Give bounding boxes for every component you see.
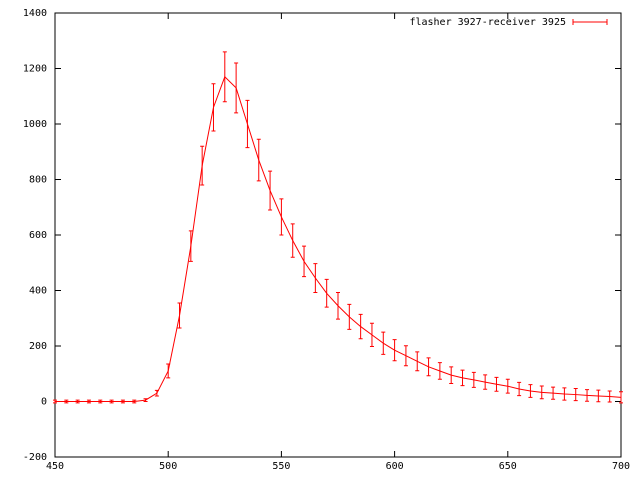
error-bar <box>336 291 340 320</box>
error-bar <box>619 391 623 404</box>
error-bar <box>607 390 612 403</box>
error-bar <box>200 145 205 186</box>
x-tick-label: 550 <box>272 461 290 472</box>
plot-frame <box>54 12 622 458</box>
error-bar <box>347 303 352 330</box>
error-bar <box>120 399 125 404</box>
error-bar <box>551 386 556 400</box>
error-bar <box>381 331 386 355</box>
error-bar <box>53 399 57 404</box>
error-bar <box>437 362 442 380</box>
y-tick-label: 800 <box>29 175 47 186</box>
error-bar <box>98 399 103 404</box>
error-bar <box>109 399 114 404</box>
error-bar <box>460 369 465 387</box>
x-tick-label: 700 <box>612 461 630 472</box>
error-bar <box>505 378 510 394</box>
error-bar <box>256 138 261 182</box>
error-bar <box>449 366 454 384</box>
x-tick-label: 500 <box>159 461 177 472</box>
error-bar <box>188 230 193 262</box>
error-bar <box>245 99 250 149</box>
error-bar <box>573 387 578 402</box>
y-tick-label: 1400 <box>23 8 47 19</box>
error-bar <box>302 245 307 278</box>
series-line <box>55 75 622 402</box>
error-bar <box>426 357 431 377</box>
x-tick-label: 450 <box>46 461 64 472</box>
y-tick-label: 1200 <box>23 64 47 75</box>
error-bar <box>494 376 499 392</box>
y-tick-label: 400 <box>29 286 47 297</box>
error-bar <box>562 387 567 401</box>
error-bar <box>483 374 488 390</box>
error-bar <box>358 313 363 340</box>
y-tick-label: -200 <box>23 452 47 463</box>
error-bar <box>177 302 182 329</box>
error-bar <box>143 398 148 402</box>
error-bar <box>471 371 476 388</box>
error-bar <box>166 363 171 379</box>
x-tick-label: 650 <box>499 461 517 472</box>
y-tick-label: 600 <box>29 230 47 241</box>
legend-marker <box>572 19 608 25</box>
error-bar <box>234 62 239 114</box>
error-bar <box>539 385 544 400</box>
error-bar <box>313 263 318 293</box>
error-bar <box>154 389 159 397</box>
y-tick-label: 1000 <box>23 119 47 130</box>
error-bar <box>290 223 295 258</box>
error-bar <box>268 170 273 211</box>
error-bar <box>369 322 374 348</box>
error-bar <box>585 389 590 402</box>
error-bar <box>528 384 533 398</box>
error-bar <box>517 381 522 397</box>
error-bar <box>279 198 284 236</box>
error-bar <box>64 399 69 404</box>
x-tick-label: 600 <box>386 461 404 472</box>
error-bar <box>222 51 227 103</box>
error-bar <box>211 83 216 132</box>
error-bar <box>324 278 329 308</box>
error-bar <box>75 399 80 404</box>
y-tick-label: 0 <box>41 397 47 408</box>
error-bar <box>392 339 397 362</box>
legend-label: flasher 3927-receiver 3925 <box>409 17 566 28</box>
error-bar <box>596 389 601 403</box>
y-tick-label: 200 <box>29 341 47 352</box>
error-bar <box>415 351 420 372</box>
error-bar <box>132 399 137 404</box>
error-bar <box>86 399 91 404</box>
error-bar <box>403 345 408 367</box>
